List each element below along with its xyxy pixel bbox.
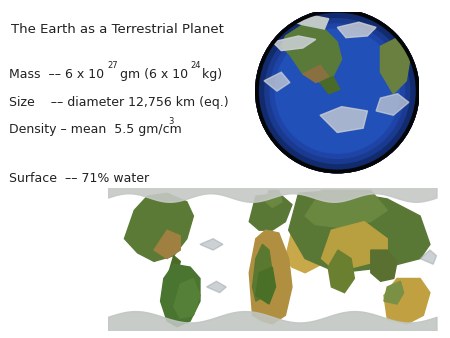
- Polygon shape: [256, 267, 275, 304]
- Polygon shape: [320, 76, 340, 94]
- Text: kg): kg): [198, 68, 222, 80]
- Polygon shape: [266, 190, 282, 208]
- Polygon shape: [161, 264, 200, 327]
- Polygon shape: [303, 65, 328, 82]
- Circle shape: [260, 14, 415, 169]
- Polygon shape: [305, 190, 387, 227]
- Text: Mass  –– 6 x 10: Mass –– 6 x 10: [9, 68, 104, 80]
- Polygon shape: [376, 94, 409, 115]
- Polygon shape: [338, 22, 376, 38]
- Text: 3: 3: [169, 117, 174, 126]
- Polygon shape: [420, 250, 436, 264]
- Polygon shape: [249, 230, 292, 324]
- Polygon shape: [264, 72, 290, 91]
- Polygon shape: [273, 36, 316, 51]
- Text: gm (6 x 10: gm (6 x 10: [116, 68, 188, 80]
- Polygon shape: [384, 279, 430, 324]
- Text: 27: 27: [107, 61, 118, 70]
- Polygon shape: [200, 239, 223, 250]
- Polygon shape: [167, 256, 180, 281]
- Polygon shape: [281, 25, 342, 82]
- Text: 24: 24: [190, 61, 200, 70]
- Text: Density – mean  5.5 gm/cm: Density – mean 5.5 gm/cm: [9, 123, 182, 136]
- Polygon shape: [174, 279, 200, 318]
- Polygon shape: [207, 281, 226, 293]
- Polygon shape: [380, 38, 410, 94]
- Polygon shape: [289, 190, 430, 273]
- Text: Size    –– diameter 12,756 km (eq.): Size –– diameter 12,756 km (eq.): [9, 96, 229, 109]
- Polygon shape: [285, 222, 331, 273]
- Polygon shape: [249, 193, 292, 230]
- Polygon shape: [371, 250, 397, 281]
- Text: Surface  –– 71% water: Surface –– 71% water: [9, 172, 149, 185]
- Polygon shape: [154, 230, 180, 259]
- Circle shape: [255, 8, 420, 174]
- Polygon shape: [252, 244, 272, 301]
- Text: The Earth as a Terrestrial Planet: The Earth as a Terrestrial Planet: [11, 23, 224, 35]
- Polygon shape: [320, 107, 368, 132]
- Circle shape: [255, 8, 420, 174]
- Circle shape: [270, 24, 405, 158]
- Polygon shape: [124, 193, 194, 261]
- Polygon shape: [294, 15, 328, 29]
- Polygon shape: [384, 281, 404, 304]
- Circle shape: [265, 19, 410, 164]
- Polygon shape: [321, 222, 387, 267]
- Circle shape: [275, 29, 399, 153]
- Polygon shape: [328, 250, 355, 293]
